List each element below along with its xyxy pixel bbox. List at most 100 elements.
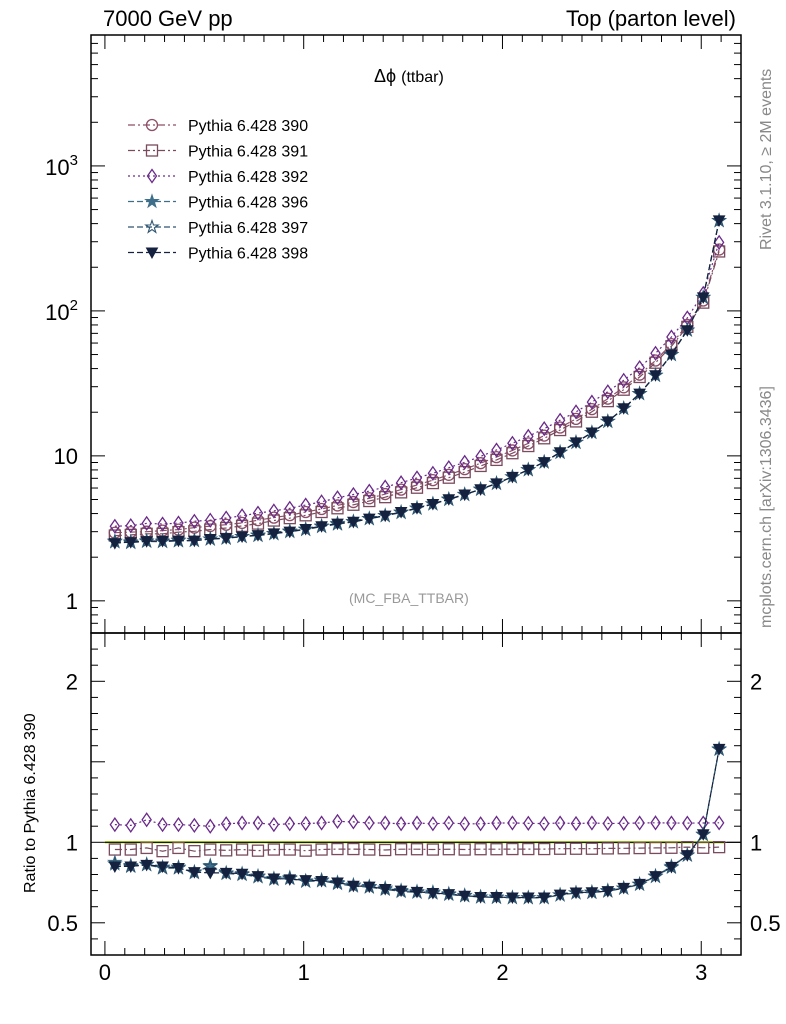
main-data-point	[491, 442, 502, 458]
main-data-point	[680, 325, 694, 337]
ratio-data-point	[299, 844, 312, 857]
ratio-data-point	[634, 815, 645, 831]
legend-marker	[144, 193, 160, 209]
main-y-tick-label: 102	[45, 297, 78, 325]
main-data-point	[713, 234, 725, 251]
ratio-data-point	[204, 818, 216, 834]
main-data-point	[378, 510, 392, 523]
ratio-data-point	[474, 843, 487, 856]
ratio-data-point	[363, 815, 375, 831]
main-data-point	[411, 470, 423, 486]
ratio-series-line	[114, 846, 720, 852]
main-data-point	[474, 484, 487, 496]
ratio-data-point	[235, 868, 249, 881]
main-y-tick-label: 10	[54, 444, 78, 469]
ratio-data-point	[235, 843, 249, 856]
main-data-point	[315, 521, 328, 533]
ratio-data-point	[124, 843, 137, 856]
ratio-data-point	[140, 841, 153, 855]
main-data-point	[553, 423, 567, 437]
main-data-point	[458, 489, 472, 502]
ratio-data-point	[378, 883, 392, 896]
main-data-point	[219, 533, 233, 545]
ratio-data-point	[618, 815, 630, 831]
main-data-point	[203, 534, 217, 546]
main-data-point	[109, 518, 121, 534]
ratio-y-tick-label-right: 0.5	[750, 911, 781, 936]
ratio-data-point	[331, 842, 344, 856]
main-data-point	[523, 428, 534, 444]
main-data-point	[331, 502, 344, 515]
ratio-data-point	[316, 815, 327, 831]
ratio-y-tick-label-right: 1	[750, 830, 762, 855]
main-data-point	[332, 490, 343, 506]
ratio-plot-frame	[90, 632, 742, 956]
ratio-data-point	[156, 861, 169, 873]
main-data-point	[235, 531, 249, 544]
ratio-data-point	[411, 815, 423, 831]
main-data-point	[347, 516, 360, 529]
ratio-data-point	[125, 817, 137, 834]
ratio-data-point	[140, 859, 154, 872]
legend: Pythia 6.428 390 Pythia 6.428 391 Pythia 6…	[128, 118, 308, 263]
main-series-line	[114, 220, 720, 544]
main-series-line	[114, 220, 720, 544]
main-data-point	[394, 507, 408, 519]
main-data-point	[394, 486, 408, 499]
ratio-data-point	[633, 841, 646, 855]
legend-marker	[145, 118, 159, 132]
ratio-data-point	[442, 889, 456, 901]
ratio-data-point	[617, 842, 630, 855]
main-data-point	[331, 518, 344, 531]
ratio-data-point	[554, 815, 566, 831]
header-left: 7000 GeV pp	[103, 6, 233, 31]
main-data-point	[410, 481, 424, 494]
main-data-point	[395, 475, 407, 491]
main-data-point	[189, 513, 200, 529]
main-data-point	[585, 405, 599, 418]
main-data-point	[601, 416, 615, 428]
main-data-point	[666, 329, 677, 345]
ratio-data-point	[283, 874, 297, 886]
main-data-point	[586, 394, 598, 410]
ratio-data-point	[188, 867, 201, 879]
ratio-data-point	[203, 867, 217, 880]
header-right: Top (parton level)	[566, 6, 736, 31]
ratio-data-point	[490, 892, 503, 904]
legend-marker	[145, 144, 159, 157]
main-series-line	[114, 242, 720, 527]
main-data-point	[124, 537, 138, 549]
ratio-x-tick-label: 3	[695, 960, 707, 985]
main-data-point	[617, 403, 631, 415]
ratio-series-2	[109, 812, 725, 834]
main-data-point	[363, 483, 375, 499]
main-data-point	[570, 404, 582, 420]
ratio-data-point	[507, 815, 518, 831]
ratio-data-point	[506, 892, 519, 905]
ratio-data-point	[379, 843, 392, 857]
main-data-point	[316, 494, 327, 510]
ratio-data-point	[665, 841, 678, 854]
ratio-data-point	[173, 816, 184, 833]
main-data-point	[618, 372, 630, 388]
main-data-point	[712, 215, 726, 227]
ratio-data-point	[553, 889, 567, 902]
ratio-data-point	[475, 816, 486, 832]
ratio-data-point	[252, 815, 264, 831]
ratio-data-point	[394, 843, 408, 856]
ratio-data-point	[458, 890, 472, 903]
mcplots-label: mcplots.cern.ch [arXiv:1306.3436]	[758, 386, 775, 628]
ratio-data-point	[219, 867, 233, 880]
main-data-point	[490, 478, 503, 490]
main-data-point	[538, 421, 550, 437]
ratio-data-point	[569, 887, 583, 900]
main-series-4	[107, 212, 727, 550]
main-data-point	[602, 384, 614, 400]
ratio-data-point	[569, 842, 583, 855]
ratio-data-point	[585, 842, 599, 855]
ratio-data-point	[649, 871, 662, 883]
main-data-point	[506, 447, 519, 460]
ratio-data-point	[362, 881, 376, 894]
ratio-data-point	[315, 875, 328, 888]
